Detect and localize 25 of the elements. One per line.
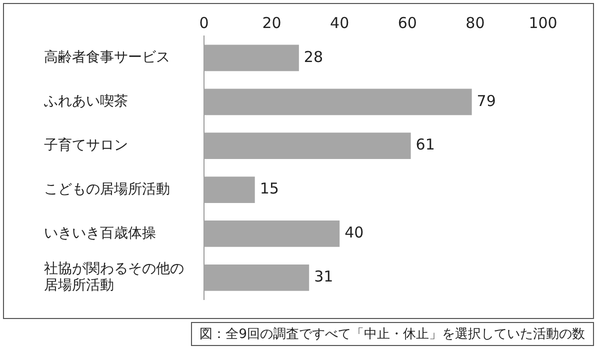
y-tick-label: いきいき百歳体操 <box>44 225 156 242</box>
x-tick-label: 60 <box>398 14 417 32</box>
y-tick-label: ふれあい喫茶 <box>43 94 128 110</box>
bar <box>204 44 299 72</box>
x-tick-label: 40 <box>330 14 350 32</box>
text: 図：全9回の調査ですべて「中止・休止」を選択していた活動の数 <box>190 322 594 346</box>
bar <box>204 264 310 291</box>
data-label: 15 <box>260 180 279 198</box>
y-tick-label: 高齢者食事サービス <box>44 50 170 66</box>
bar <box>204 220 340 247</box>
x-tick-label: 0 <box>199 14 209 32</box>
data-label: 31 <box>314 268 334 286</box>
bar <box>204 132 411 160</box>
y-tick-label: こどもの居場所活動 <box>44 181 170 198</box>
bar <box>204 88 472 116</box>
data-label: 61 <box>416 136 435 154</box>
x-tick-label: 80 <box>466 14 485 32</box>
data-label: 28 <box>304 48 324 66</box>
x-tick-label: 100 <box>528 14 558 32</box>
bar <box>204 176 255 203</box>
x-tick-label: 20 <box>262 14 282 32</box>
data-label: 40 <box>344 224 364 242</box>
y-tick-label: 子育てサロン <box>44 136 128 154</box>
y-tick-label: 社協が関わるその他の居場所活動 <box>44 260 184 294</box>
data-label: 79 <box>476 92 496 110</box>
